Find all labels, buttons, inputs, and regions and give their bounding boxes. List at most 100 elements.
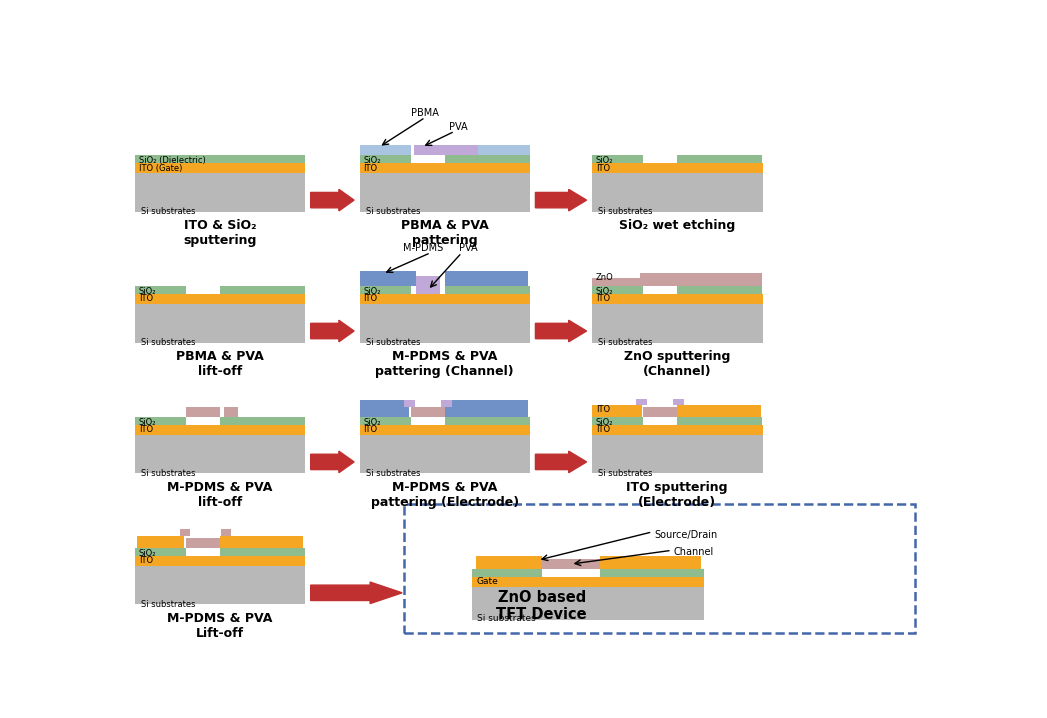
FancyArrow shape bbox=[535, 320, 586, 342]
Text: ZnO based
TFT Device: ZnO based TFT Device bbox=[496, 589, 587, 622]
Bar bbox=[414, 145, 477, 156]
Bar bbox=[135, 435, 306, 473]
Bar bbox=[472, 587, 705, 620]
Bar bbox=[135, 156, 306, 163]
Bar bbox=[135, 173, 306, 212]
Text: SiO₂: SiO₂ bbox=[138, 286, 156, 296]
Text: Gate: Gate bbox=[476, 577, 498, 586]
Text: Si substrates: Si substrates bbox=[365, 338, 420, 347]
Text: PVA: PVA bbox=[459, 243, 477, 253]
Bar bbox=[359, 417, 410, 425]
Bar bbox=[600, 569, 705, 577]
Text: Si substrates: Si substrates bbox=[598, 338, 652, 347]
Text: ITO: ITO bbox=[138, 425, 153, 434]
Bar bbox=[592, 163, 762, 173]
Bar bbox=[359, 286, 410, 294]
Text: Si substrates: Si substrates bbox=[598, 207, 652, 216]
Text: ITO: ITO bbox=[363, 425, 378, 434]
Text: ITO & SiO₂
sputtering: ITO & SiO₂ sputtering bbox=[183, 220, 257, 248]
Bar bbox=[137, 536, 184, 548]
Text: ITO sputtering
(Electrode): ITO sputtering (Electrode) bbox=[626, 481, 728, 509]
Text: ITO: ITO bbox=[363, 294, 378, 304]
Text: SiO₂ (Dielectric): SiO₂ (Dielectric) bbox=[138, 156, 205, 165]
FancyBboxPatch shape bbox=[404, 503, 915, 633]
Text: ITO: ITO bbox=[596, 425, 610, 434]
Text: ITO (Gate): ITO (Gate) bbox=[138, 164, 182, 172]
Bar bbox=[135, 304, 306, 342]
Text: SiO₂: SiO₂ bbox=[596, 286, 614, 296]
Bar bbox=[359, 145, 410, 156]
Text: ITO: ITO bbox=[138, 556, 153, 565]
Bar bbox=[135, 425, 306, 435]
Text: PBMA & PVA
pattering: PBMA & PVA pattering bbox=[401, 220, 489, 248]
Bar bbox=[224, 407, 238, 417]
Bar bbox=[359, 294, 530, 304]
Bar bbox=[359, 163, 530, 173]
Bar bbox=[359, 435, 530, 473]
Text: Si substrates: Si substrates bbox=[365, 207, 420, 216]
Bar bbox=[135, 294, 306, 304]
Bar bbox=[592, 435, 762, 473]
Text: M-PDMS: M-PDMS bbox=[403, 243, 443, 253]
Text: SiO₂: SiO₂ bbox=[363, 156, 381, 165]
Bar bbox=[592, 304, 762, 342]
Text: ITO: ITO bbox=[138, 294, 153, 304]
Bar bbox=[592, 156, 643, 163]
Bar bbox=[643, 407, 677, 417]
Bar bbox=[472, 569, 541, 577]
Bar bbox=[135, 548, 186, 556]
FancyArrow shape bbox=[311, 320, 354, 342]
Bar bbox=[180, 529, 190, 536]
Bar bbox=[592, 278, 640, 286]
Bar bbox=[445, 286, 530, 294]
Bar bbox=[135, 566, 306, 605]
Bar bbox=[600, 556, 700, 569]
Text: SiO₂: SiO₂ bbox=[363, 418, 381, 426]
Bar bbox=[640, 273, 762, 286]
FancyArrow shape bbox=[311, 190, 354, 211]
Text: M-PDMS & PVA
Lift-off: M-PDMS & PVA Lift-off bbox=[168, 612, 272, 640]
Text: ITO: ITO bbox=[596, 405, 610, 414]
Bar bbox=[359, 173, 530, 212]
Bar bbox=[404, 400, 415, 407]
Text: Channel: Channel bbox=[673, 547, 714, 557]
FancyArrow shape bbox=[535, 451, 586, 472]
FancyArrow shape bbox=[311, 451, 354, 472]
Bar bbox=[592, 286, 643, 294]
Bar bbox=[220, 417, 306, 425]
Bar bbox=[220, 536, 303, 548]
Bar bbox=[445, 400, 529, 417]
Text: M-PDMS & PVA
pattering (Electrode): M-PDMS & PVA pattering (Electrode) bbox=[371, 481, 519, 509]
Bar bbox=[677, 417, 762, 425]
Text: PVA: PVA bbox=[449, 121, 468, 131]
Text: ITO: ITO bbox=[596, 294, 610, 304]
FancyArrow shape bbox=[535, 190, 586, 211]
Bar bbox=[677, 156, 762, 163]
Bar bbox=[359, 156, 410, 163]
Bar bbox=[359, 271, 416, 286]
Bar bbox=[186, 538, 220, 548]
Bar bbox=[592, 417, 643, 425]
Bar bbox=[135, 163, 306, 173]
Text: M-PDMS & PVA
pattering (Channel): M-PDMS & PVA pattering (Channel) bbox=[376, 350, 514, 378]
Bar bbox=[673, 399, 685, 405]
Text: Source/Drain: Source/Drain bbox=[654, 530, 717, 540]
Text: PBMA: PBMA bbox=[411, 108, 440, 118]
Bar bbox=[445, 417, 530, 425]
FancyArrow shape bbox=[311, 582, 402, 604]
Text: SiO₂: SiO₂ bbox=[596, 418, 614, 426]
Bar bbox=[135, 417, 186, 425]
Text: ITO: ITO bbox=[363, 164, 378, 172]
Text: ZnO: ZnO bbox=[596, 273, 614, 282]
Bar bbox=[445, 271, 529, 286]
Bar bbox=[135, 556, 306, 566]
Bar bbox=[220, 548, 306, 556]
Bar bbox=[637, 399, 647, 405]
Bar bbox=[445, 156, 530, 163]
Bar bbox=[220, 286, 306, 294]
Text: SiO₂: SiO₂ bbox=[138, 549, 156, 558]
Text: PBMA & PVA
lift-off: PBMA & PVA lift-off bbox=[176, 350, 264, 378]
Bar bbox=[359, 304, 530, 342]
Bar bbox=[677, 286, 762, 294]
Bar bbox=[541, 559, 600, 569]
